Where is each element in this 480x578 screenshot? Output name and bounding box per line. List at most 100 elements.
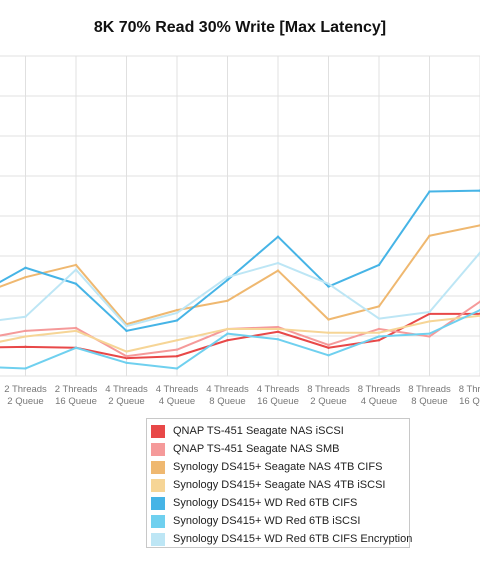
- data-point: [276, 338, 280, 341]
- data-point: [74, 329, 78, 333]
- x-tick-label: 16 Queue: [459, 396, 480, 407]
- data-point: [175, 367, 179, 370]
- x-tick-label: 8 Threads: [459, 384, 480, 395]
- data-point: [428, 234, 431, 237]
- legend-swatch: [151, 532, 165, 546]
- legend-item[interactable]: Synology DS415+ WD Red 6TB CIFS Encrypti…: [151, 530, 413, 548]
- x-tick-label: 4 Threads: [206, 384, 249, 395]
- x-tick-label: 8 Threads: [307, 384, 350, 395]
- x-tick-label: 4 Threads: [156, 384, 199, 395]
- data-point: [24, 329, 27, 333]
- legend-item[interactable]: QNAP TS-451 Seagate NAS SMB: [151, 440, 409, 458]
- data-point: [175, 311, 179, 315]
- data-point: [276, 269, 280, 272]
- data-point: [24, 315, 27, 318]
- data-point: [175, 339, 179, 342]
- data-point: [327, 331, 330, 334]
- data-point: [175, 348, 179, 351]
- data-point: [74, 282, 78, 285]
- x-tick-label: 8 Threads: [408, 384, 451, 395]
- x-tick-label: 2 Queue: [7, 396, 43, 407]
- x-tick-label: 8 Queue: [209, 396, 245, 407]
- data-point: [125, 329, 128, 333]
- legend-swatch: [151, 424, 165, 438]
- data-point: [125, 350, 128, 353]
- legend-label: QNAP TS-451 Seagate NAS SMB: [173, 443, 340, 455]
- series-line: [0, 314, 480, 353]
- data-point: [74, 346, 78, 349]
- data-point: [327, 343, 330, 347]
- data-point: [428, 310, 431, 314]
- data-point: [327, 346, 330, 349]
- x-tick-label: 4 Queue: [159, 396, 195, 407]
- chart-title: 8K 70% Read 30% Write [Max Latency]: [93, 19, 387, 36]
- legend-label: Synology DS415+ Seagate NAS 4TB CIFS: [173, 461, 383, 473]
- series-line: [0, 251, 480, 328]
- legend-swatch: [151, 460, 165, 474]
- x-tick-label: 16 Queue: [55, 396, 97, 407]
- data-point: [74, 326, 78, 330]
- series-line: [0, 189, 480, 332]
- data-point: [226, 299, 229, 302]
- x-tick-label: 4 Queue: [361, 396, 397, 407]
- data-point: [276, 330, 280, 333]
- data-point: [327, 285, 330, 288]
- data-point: [428, 320, 431, 323]
- data-point: [377, 305, 381, 308]
- data-point: [377, 327, 381, 331]
- data-point: [377, 335, 381, 338]
- data-point: [276, 327, 280, 331]
- legend: QNAP TS-451 Seagate NAS iSCSI QNAP TS-451…: [146, 418, 413, 548]
- legend-label: Synology DS415+ WD Red 6TB CIFS: [173, 497, 358, 509]
- data-point: [125, 361, 128, 365]
- legend-label: Synology DS415+ WD Red 6TB iSCSI: [173, 515, 361, 527]
- data-point: [377, 263, 381, 267]
- legend-item[interactable]: Synology DS415+ WD Red 6TB CIFS: [151, 494, 409, 512]
- data-point: [276, 235, 280, 238]
- legend-item[interactable]: Synology DS415+ Seagate NAS 4TB CIFS: [151, 458, 409, 476]
- data-point: [24, 266, 27, 269]
- data-point: [226, 327, 229, 331]
- data-point: [24, 367, 27, 370]
- x-tick-label: 16 Queue: [257, 396, 299, 407]
- x-tick-label: 8 Queue: [411, 396, 447, 407]
- x-tick-label: 2 Queue: [108, 396, 144, 407]
- data-point: [327, 318, 330, 321]
- data-point: [276, 261, 280, 265]
- series-line: [0, 309, 480, 370]
- series-line: [0, 224, 480, 326]
- data-point: [175, 308, 179, 312]
- data-point: [428, 312, 431, 316]
- data-point: [226, 278, 229, 282]
- legend-label: QNAP TS-451 Seagate NAS iSCSI: [173, 425, 344, 437]
- data-point: [327, 282, 330, 285]
- data-point: [24, 335, 27, 338]
- data-point: [226, 332, 229, 335]
- data-point: [125, 324, 128, 328]
- legend-item[interactable]: Synology DS415+ Seagate NAS 4TB iSCSI: [151, 476, 409, 494]
- x-tick-label: 4 Threads: [105, 384, 148, 395]
- data-point: [74, 268, 78, 271]
- legend-item[interactable]: QNAP TS-451 Seagate NAS iSCSI: [151, 422, 409, 440]
- data-point: [74, 263, 78, 267]
- data-point: [428, 335, 431, 338]
- data-point: [24, 345, 27, 349]
- data-point: [377, 339, 381, 342]
- data-point: [428, 190, 431, 193]
- data-point: [327, 354, 330, 357]
- legend-item[interactable]: Synology DS415+ WD Red 6TB iSCSI: [151, 512, 409, 530]
- data-point: [276, 325, 280, 329]
- x-tick-label: 2 Threads: [4, 384, 47, 395]
- data-point: [377, 331, 381, 334]
- data-point: [377, 317, 381, 320]
- data-point: [125, 356, 128, 360]
- legend-swatch: [151, 442, 165, 456]
- legend-swatch: [151, 514, 165, 528]
- legend-label: Synology DS415+ WD Red 6TB CIFS Encrypti…: [173, 533, 413, 545]
- x-tick-label: 8 Threads: [358, 384, 401, 395]
- data-point: [226, 339, 229, 342]
- data-point: [226, 275, 229, 279]
- data-point: [428, 332, 431, 335]
- legend-label: Synology DS415+ Seagate NAS 4TB iSCSI: [173, 479, 386, 491]
